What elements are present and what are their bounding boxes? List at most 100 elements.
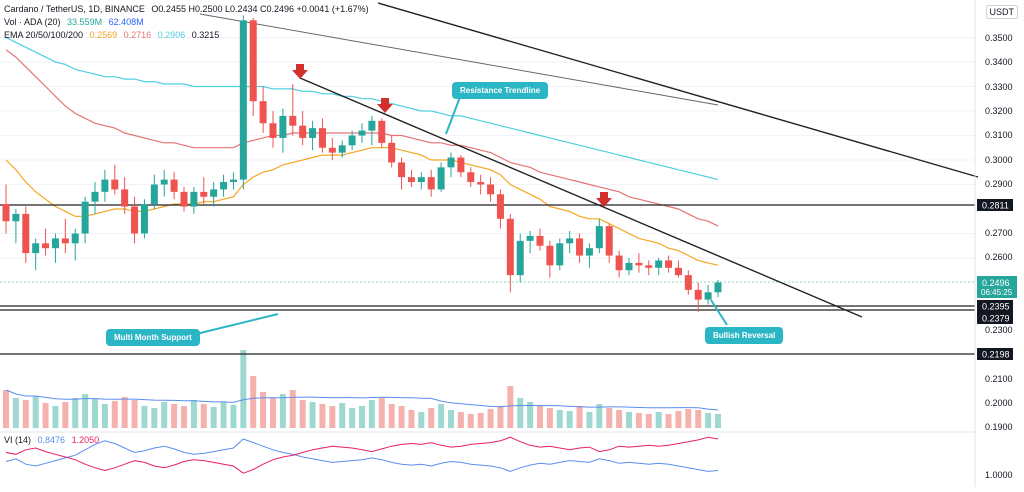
resistance-trendline xyxy=(299,77,863,318)
price-tick-label: 0.3500 xyxy=(985,33,1013,43)
volume-bar xyxy=(675,411,682,428)
candle xyxy=(229,172,237,190)
level-badge-label: 0.2379 xyxy=(982,314,1010,324)
volume-bar xyxy=(359,406,365,428)
candle xyxy=(51,233,59,263)
candle-body xyxy=(546,245,554,266)
candle-body xyxy=(358,130,366,136)
volume-bar xyxy=(408,410,415,428)
candle-body xyxy=(259,101,267,124)
candle-body xyxy=(576,238,584,256)
vi-plus-line xyxy=(5,438,719,472)
volume-bar xyxy=(42,403,49,428)
candle-body xyxy=(457,157,465,173)
ema20-value: 0.2569 xyxy=(89,30,118,40)
candle xyxy=(714,280,722,298)
volume-bar xyxy=(220,402,227,428)
volume-bar xyxy=(695,410,702,428)
candle-body xyxy=(160,179,168,185)
candle xyxy=(239,15,247,190)
candle xyxy=(556,238,564,271)
candle xyxy=(279,108,287,153)
volume-bar xyxy=(378,398,385,428)
candle-body xyxy=(249,20,257,102)
candle xyxy=(22,206,30,263)
candle-body xyxy=(467,172,475,183)
ohlc-values: O0.2455 H0.2500 L0.2434 C0.2496 +0.0041 … xyxy=(151,4,369,14)
vi-tick-label: 1.0000 xyxy=(985,470,1013,480)
pointers xyxy=(187,64,728,337)
volume-bar xyxy=(368,400,375,428)
currency-button[interactable]: USDT xyxy=(985,5,1018,19)
volume-bar xyxy=(497,406,504,428)
candle-body xyxy=(111,179,119,190)
candle-body xyxy=(180,191,188,207)
vi-minus-value: 1.2050 xyxy=(71,435,100,445)
candle-body xyxy=(121,189,129,207)
volume-bar xyxy=(418,412,425,428)
volume-bar xyxy=(487,409,494,428)
volume-bar xyxy=(349,408,356,428)
candle xyxy=(318,118,326,153)
level-badge-label: 0.2198 xyxy=(982,350,1010,360)
candle-body xyxy=(71,233,79,244)
candle-body xyxy=(388,142,396,163)
candle-body xyxy=(694,289,702,300)
volume-bar xyxy=(171,404,178,428)
volume-bar xyxy=(260,392,267,428)
volume-bar xyxy=(161,402,168,428)
candle xyxy=(328,137,336,160)
candle xyxy=(496,189,504,229)
candle xyxy=(546,240,554,278)
arrow-down-icon-1 xyxy=(292,64,308,79)
header-symbol-row: Cardano / TetherUS, 1D, BINANCE O0.2455 … xyxy=(4,3,373,15)
candle-body xyxy=(645,265,653,268)
candle-body xyxy=(625,262,633,271)
arrow-down-icon-2 xyxy=(377,98,393,113)
price-tick-label: 0.2300 xyxy=(985,325,1013,335)
volume-bar xyxy=(82,394,89,428)
candle-body xyxy=(2,204,10,222)
volume-bar xyxy=(131,400,138,428)
volume-bar xyxy=(635,413,642,428)
candle xyxy=(12,209,20,244)
candle-body xyxy=(12,213,20,222)
price-tick-label: 0.2900 xyxy=(985,179,1013,189)
volume-bar xyxy=(210,407,217,428)
candle-body xyxy=(536,235,544,246)
volume-bar xyxy=(240,350,247,428)
pointer-reversal xyxy=(710,299,728,326)
volume-bar xyxy=(586,412,593,428)
candle xyxy=(220,174,228,197)
vortex-indicator xyxy=(0,431,975,474)
candle xyxy=(259,86,267,134)
volume-bar xyxy=(92,399,98,428)
ema50-value: 0.2716 xyxy=(123,30,152,40)
current-price-label: 0.2496 xyxy=(982,278,1010,288)
volume-bar xyxy=(576,406,583,428)
candle xyxy=(536,228,544,251)
upper-trendline-long xyxy=(377,2,979,178)
volume-bar xyxy=(428,408,435,428)
candle xyxy=(249,17,257,116)
candle xyxy=(516,233,524,283)
volume-bar xyxy=(319,404,326,428)
level-badge xyxy=(977,300,1013,312)
candle-body xyxy=(309,128,317,138)
header-volume-row: Vol · ADA (20) 33.559M 62.408M xyxy=(4,16,148,28)
candle xyxy=(487,177,495,202)
candle-body xyxy=(200,191,208,197)
ema100-line xyxy=(5,36,719,181)
volume-label: Vol · ADA (20) xyxy=(4,17,61,27)
candle xyxy=(358,123,366,143)
price-tick-label: 0.3000 xyxy=(985,155,1013,165)
candle xyxy=(91,182,99,214)
candle xyxy=(437,162,445,192)
volume-bar xyxy=(3,390,9,428)
current-price-badge xyxy=(977,276,1017,298)
arrow-down-icon-3 xyxy=(596,192,612,207)
candle xyxy=(378,118,386,148)
volume-bar xyxy=(556,410,563,428)
price-tick-label: 0.3400 xyxy=(985,57,1013,67)
